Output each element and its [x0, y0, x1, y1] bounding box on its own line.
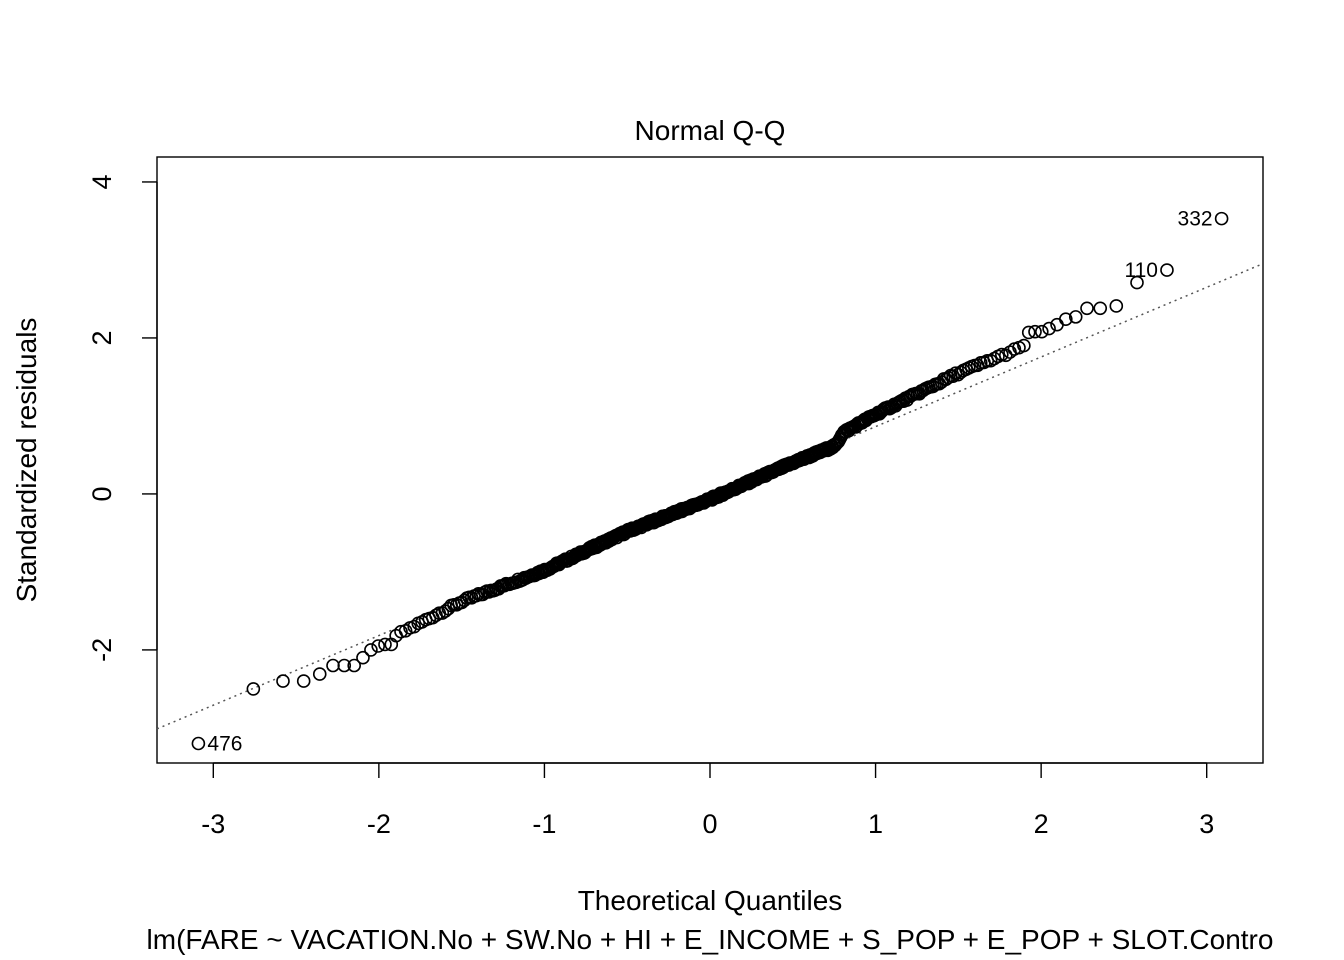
model-caption: lm(FARE ~ VACATION.No + SW.No + HI + E_I…	[147, 924, 1274, 955]
outlier-point	[191, 736, 206, 751]
y-tick-label: 2	[87, 330, 117, 345]
chart-title: Normal Q-Q	[635, 115, 786, 146]
data-points	[191, 211, 1229, 751]
x-axis: -3 -2 -1 0 1 2 3	[201, 762, 1214, 839]
data-point	[1080, 301, 1094, 316]
data-point	[371, 639, 386, 653]
outlier-label: 110	[1124, 259, 1157, 282]
data-point	[1035, 324, 1049, 339]
data-point	[1093, 301, 1108, 316]
qq-reference-line	[156, 262, 1264, 730]
data-point	[296, 674, 311, 688]
x-tick-label: 3	[1199, 809, 1214, 839]
x-tick-label: 2	[1034, 809, 1049, 839]
data-point	[337, 658, 352, 673]
data-point	[407, 619, 421, 634]
point-labels: 476 110 332	[207, 208, 1212, 756]
x-tick-label: 1	[868, 809, 883, 839]
data-point	[1021, 325, 1036, 340]
outlier-point	[1214, 211, 1229, 226]
data-point	[384, 637, 399, 652]
data-point	[1059, 312, 1073, 327]
data-point	[312, 667, 327, 681]
outlier-point	[1160, 263, 1174, 277]
data-point	[1130, 275, 1144, 290]
outlier-label: 476	[207, 733, 242, 756]
data-point	[246, 682, 261, 696]
y-tick-label: 0	[87, 486, 117, 501]
plot-frame	[156, 156, 1264, 764]
data-point	[394, 624, 408, 639]
y-axis-title: Standardized residuals	[11, 318, 42, 603]
x-axis-title: Theoretical Quantiles	[578, 885, 843, 916]
data-point	[1042, 321, 1056, 336]
data-point	[347, 658, 361, 673]
data-point	[276, 674, 290, 688]
data-point	[939, 372, 953, 387]
y-axis: -2 0 2 4	[87, 174, 158, 662]
y-tick-label: 4	[87, 174, 117, 189]
data-point	[378, 637, 392, 652]
data-point	[356, 650, 370, 665]
data-point	[1017, 338, 1031, 353]
x-tick-label: -1	[532, 809, 556, 839]
data-point	[364, 643, 378, 657]
data-point	[1028, 324, 1042, 339]
x-tick-label: 0	[702, 809, 717, 839]
outlier-label: 332	[1178, 208, 1213, 231]
data-point	[1068, 310, 1083, 324]
data-point	[1109, 299, 1124, 313]
x-tick-label: -3	[201, 809, 225, 839]
reference-line-group	[156, 262, 1264, 730]
x-tick-label: -2	[367, 809, 391, 839]
y-tick-label: -2	[87, 638, 117, 662]
data-point	[326, 658, 340, 673]
